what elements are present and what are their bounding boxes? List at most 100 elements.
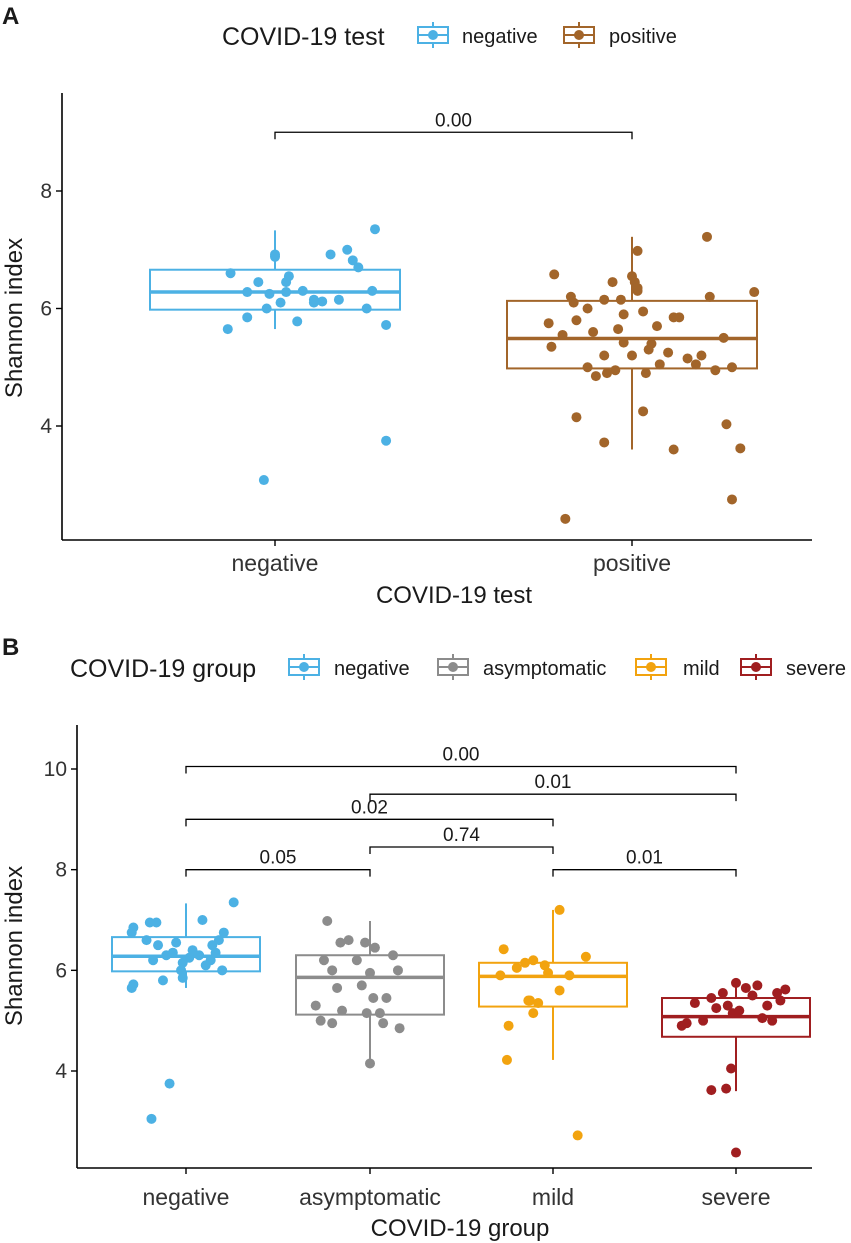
data-point: [681, 1018, 692, 1029]
data-point: [275, 297, 286, 308]
data-point: [588, 327, 599, 337]
box: [506, 299, 758, 370]
legend-label-negative-b: negative: [334, 658, 410, 680]
data-point: [342, 244, 353, 255]
x-tick-label-severe: severe: [701, 1184, 770, 1210]
data-point: [146, 1113, 157, 1124]
data-point: [571, 412, 582, 423]
data-point: [217, 965, 228, 976]
data-point: [539, 960, 550, 971]
x-tick-label-negative: negative: [232, 550, 319, 576]
data-point: [734, 1005, 745, 1016]
data-point: [503, 1020, 514, 1031]
data-point: [337, 1005, 348, 1016]
data-point: [752, 980, 763, 991]
data-point: [322, 916, 333, 927]
series-asymptomatic: [295, 916, 445, 1069]
data-point: [613, 324, 624, 335]
comparison-negative-positive: 0.00: [274, 110, 633, 140]
data-point: [164, 1078, 175, 1089]
panel-b-y-axis-title: Shannon index: [1, 866, 28, 1026]
data-point: [258, 475, 269, 486]
data-point: [580, 951, 591, 962]
p-value-label: 0.01: [535, 772, 572, 793]
p-value-label: 0.05: [260, 848, 297, 869]
data-point: [325, 249, 336, 260]
data-point: [582, 362, 593, 373]
data-point: [210, 947, 221, 958]
data-point: [351, 955, 362, 966]
data-point: [151, 917, 162, 928]
data-point: [171, 937, 182, 948]
data-point: [599, 350, 610, 361]
data-point: [367, 285, 378, 296]
comparison-asymptomatic-severe: 0.01: [369, 772, 737, 802]
data-point: [292, 316, 303, 327]
data-point: [392, 965, 403, 976]
bracket-line: [369, 793, 737, 802]
data-point: [727, 362, 737, 373]
data-point: [747, 990, 758, 1001]
panel-a-plot-area: 4 6 8 0.00: [40, 93, 812, 546]
data-point: [128, 979, 139, 990]
data-point: [213, 935, 224, 946]
comparison-negative-asymptomatic: 0.05: [185, 848, 371, 877]
data-point: [281, 287, 292, 298]
series-negative: [111, 897, 261, 1124]
data-point: [654, 359, 665, 370]
data-point: [332, 982, 343, 993]
data-point: [571, 315, 582, 326]
bracket-line: [552, 869, 737, 877]
data-point: [378, 1018, 389, 1029]
data-point: [176, 965, 187, 976]
data-point: [327, 1018, 338, 1029]
data-point: [365, 967, 375, 978]
data-point: [572, 1130, 583, 1141]
panel-b-legend: COVID-19 group negative asymptomatic: [70, 654, 846, 683]
bracket-line: [185, 869, 371, 877]
comparison-negative-mild: 0.02: [185, 797, 554, 827]
y-tick-label-6: 6: [40, 298, 52, 321]
data-point: [690, 359, 701, 370]
data-point: [242, 312, 253, 323]
data-point: [361, 1008, 372, 1019]
data-point: [698, 1015, 709, 1026]
panel-a-legend-title: COVID-19 test: [222, 23, 385, 51]
data-point: [565, 291, 576, 302]
data-point: [310, 1000, 321, 1011]
x-tick-label-positive: positive: [593, 550, 671, 576]
series-severe: [661, 977, 811, 1158]
data-point: [718, 332, 729, 343]
data-point: [721, 419, 732, 430]
data-point: [638, 406, 649, 417]
data-point: [495, 970, 506, 981]
data-point: [335, 937, 346, 948]
legend-label-positive: positive: [609, 26, 677, 48]
data-point: [498, 944, 509, 955]
data-point: [523, 995, 534, 1006]
data-point: [343, 935, 354, 946]
data-point: [270, 251, 280, 262]
x-tick-label-asymptomatic: asymptomatic: [299, 1184, 441, 1210]
data-point: [607, 277, 618, 288]
data-point: [711, 1003, 722, 1014]
data-point: [735, 443, 746, 454]
data-point: [369, 942, 380, 953]
data-point: [333, 294, 344, 305]
data-point: [374, 1008, 385, 1019]
legend-key-severe: [740, 654, 772, 680]
data-point: [727, 494, 737, 505]
data-point: [242, 287, 253, 298]
data-point: [177, 972, 188, 983]
box: [149, 268, 401, 311]
data-point: [546, 341, 557, 352]
series-negative: [149, 224, 401, 486]
data-point: [511, 962, 522, 973]
legend-key-mild: [635, 654, 667, 680]
data-point: [381, 435, 392, 446]
data-point: [360, 937, 371, 948]
panel-b-plot-area: 4 6 8 10 0.05 0.74 0.01 0.02 0.01 0.00: [44, 725, 812, 1174]
data-point: [281, 277, 292, 288]
data-point: [543, 318, 554, 329]
data-point: [197, 915, 208, 925]
